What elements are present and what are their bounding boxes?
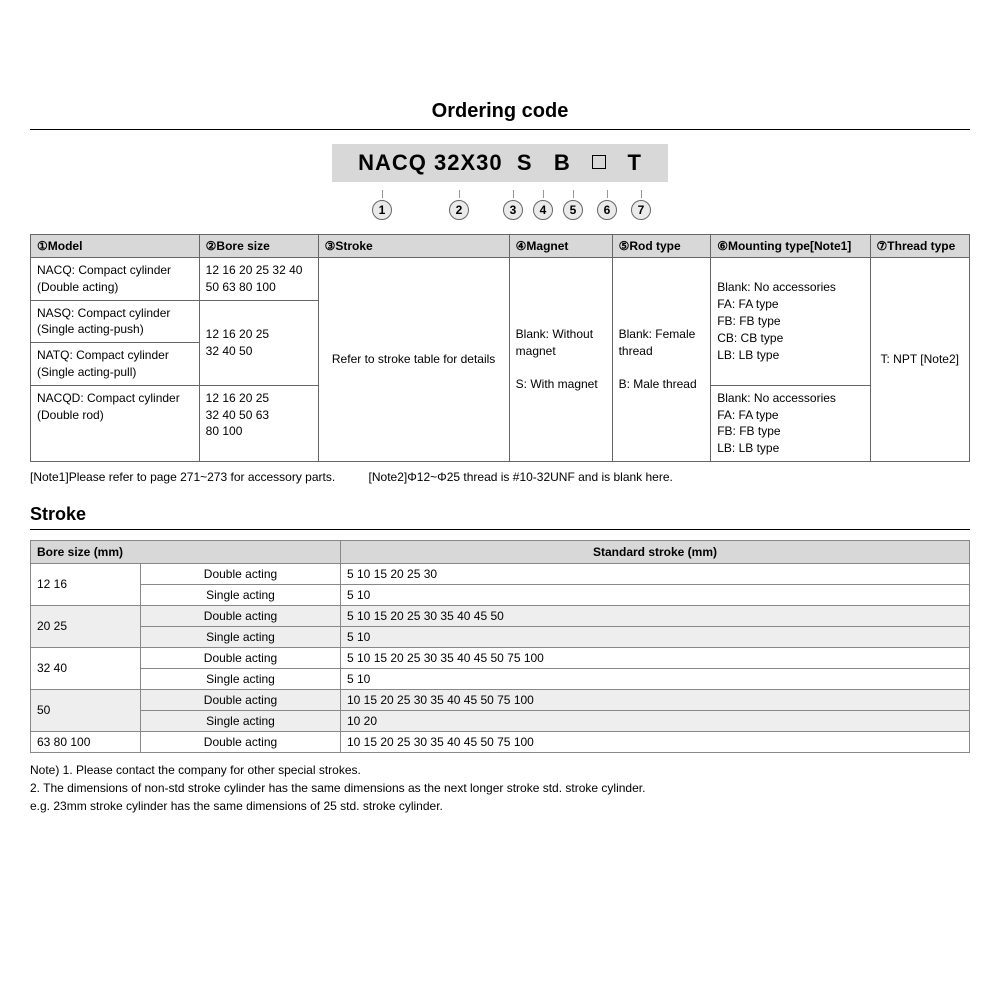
stroke-bore: 20 25 [31,605,141,647]
ordering-code-markers: 1 2 34567 [30,186,970,220]
stroke-values: 5 10 15 20 25 30 35 40 45 50 75 100 [341,647,970,668]
marker-tick [543,190,544,198]
ordering-code-band: NACQ 32X30 S B T [332,144,668,182]
marker-4: 4 [528,190,558,220]
model-natq: NATQ: Compact cylinder (Single acting-pu… [31,343,200,386]
stroke-bore: 12 16 [31,563,141,605]
stroke-title: Stroke [30,504,970,530]
stroke-notes: Note) 1. Please contact the company for … [30,761,970,815]
marker-tick [607,190,608,198]
stroke-values: 5 10 [341,626,970,647]
marker-tick [459,190,460,198]
stroke-row: 63 80 100Double acting10 15 20 25 30 35 … [31,731,970,752]
marker-circle: 2 [449,200,469,220]
rod-cell: Blank: Female thread B: Male thread [612,258,711,462]
stroke-row: 12 16Double acting5 10 15 20 25 30 [31,563,970,584]
mounting-bot: Blank: No accessories FA: FA type FB: FB… [711,385,870,461]
marker-7: 7 [626,190,656,220]
marker-circle: 4 [533,200,553,220]
bore-nacq: 12 16 20 25 32 40 50 63 80 100 [199,258,318,301]
mounting-top: Blank: No accessories FA: FA type FB: FB… [711,258,870,386]
stroke-values: 5 10 [341,668,970,689]
stroke-row: Single acting10 20 [31,710,970,731]
marker-circle: 5 [563,200,583,220]
magnet-cell: Blank: Without magnet S: With magnet [509,258,612,462]
note2: [Note2]Φ12~Φ25 thread is #10-32UNF and i… [369,470,673,484]
stroke-type: Single acting [141,626,341,647]
model-nacqd: NACQD: Compact cylinder (Double rod) [31,385,200,461]
stroke-row: 32 40Double acting5 10 15 20 25 30 35 40… [31,647,970,668]
stroke-row: 20 25Double acting5 10 15 20 25 30 35 40… [31,605,970,626]
spec-header-5: ⑤Rod type [612,235,711,258]
marker-tick [513,190,514,198]
stroke-row: 50Double acting10 15 20 25 30 35 40 45 5… [31,689,970,710]
stroke-type: Single acting [141,584,341,605]
code-seg-1: NACQ [358,150,427,175]
stroke-values: 5 10 15 20 25 30 [341,563,970,584]
spec-header-6: ⑥Mounting type[Note1] [711,235,870,258]
stroke-type: Single acting [141,710,341,731]
stroke-bore: 32 40 [31,647,141,689]
code-seg-3: S [517,150,533,175]
marker-2: 2 [420,190,498,220]
spec-header-3: ③Stroke [318,235,509,258]
stroke-values: 5 10 [341,584,970,605]
code-seg-5-box [592,155,606,169]
marker-circle: 6 [597,200,617,220]
model-nacq: NACQ: Compact cylinder (Double acting) [31,258,200,301]
stroke-table: Bore size (mm) Standard stroke (mm) 12 1… [30,540,970,753]
stroke-values: 10 15 20 25 30 35 40 45 50 75 100 [341,731,970,752]
spec-header-2: ②Bore size [199,235,318,258]
spec-table: ①Model②Bore size③Stroke④Magnet⑤Rod type⑥… [30,234,970,462]
spec-header-4: ④Magnet [509,235,612,258]
stroke-cell: Refer to stroke table for details [318,258,509,462]
marker-tick [382,190,383,198]
code-seg-6: T [627,150,641,175]
model-nasq: NASQ: Compact cylinder (Single acting-pu… [31,300,200,343]
stroke-row: Single acting5 10 [31,584,970,605]
marker-circle: 1 [372,200,392,220]
marker-circle: 7 [631,200,651,220]
marker-5: 5 [558,190,588,220]
stroke-row: Single acting5 10 [31,668,970,689]
marker-tick [573,190,574,198]
marker-1: 1 [344,190,420,220]
code-seg-2: 32X30 [434,150,503,175]
stroke-values: 5 10 15 20 25 30 35 40 45 50 [341,605,970,626]
spec-header-1: ①Model [31,235,200,258]
ordering-code-title: Ordering code [30,100,970,130]
stroke-bore: 50 [31,689,141,731]
marker-6: 6 [588,190,626,220]
note1: [Note1]Please refer to page 271~273 for … [30,470,335,484]
stroke-row: Single acting5 10 [31,626,970,647]
marker-circle: 3 [503,200,523,220]
marker-3: 3 [498,190,528,220]
bore-nacqd: 12 16 20 25 32 40 50 63 80 100 [199,385,318,461]
spec-header-7: ⑦Thread type [870,235,969,258]
stroke-values: 10 15 20 25 30 35 40 45 50 75 100 [341,689,970,710]
stroke-type: Double acting [141,563,341,584]
stroke-type: Double acting [141,731,341,752]
thread-cell: T: NPT [Note2] [870,258,969,462]
bore-nasq-natq: 12 16 20 25 32 40 50 [199,300,318,385]
stroke-type: Double acting [141,647,341,668]
stroke-type: Double acting [141,689,341,710]
stroke-type: Double acting [141,605,341,626]
marker-tick [641,190,642,198]
stroke-head-std: Standard stroke (mm) [341,540,970,563]
stroke-bore: 63 80 100 [31,731,141,752]
stroke-head-bore: Bore size (mm) [31,540,341,563]
stroke-type: Single acting [141,668,341,689]
code-seg-4: B [554,150,571,175]
stroke-values: 10 20 [341,710,970,731]
ordering-code-band-wrap: NACQ 32X30 S B T [30,144,970,182]
spec-notes: [Note1]Please refer to page 271~273 for … [30,470,970,484]
